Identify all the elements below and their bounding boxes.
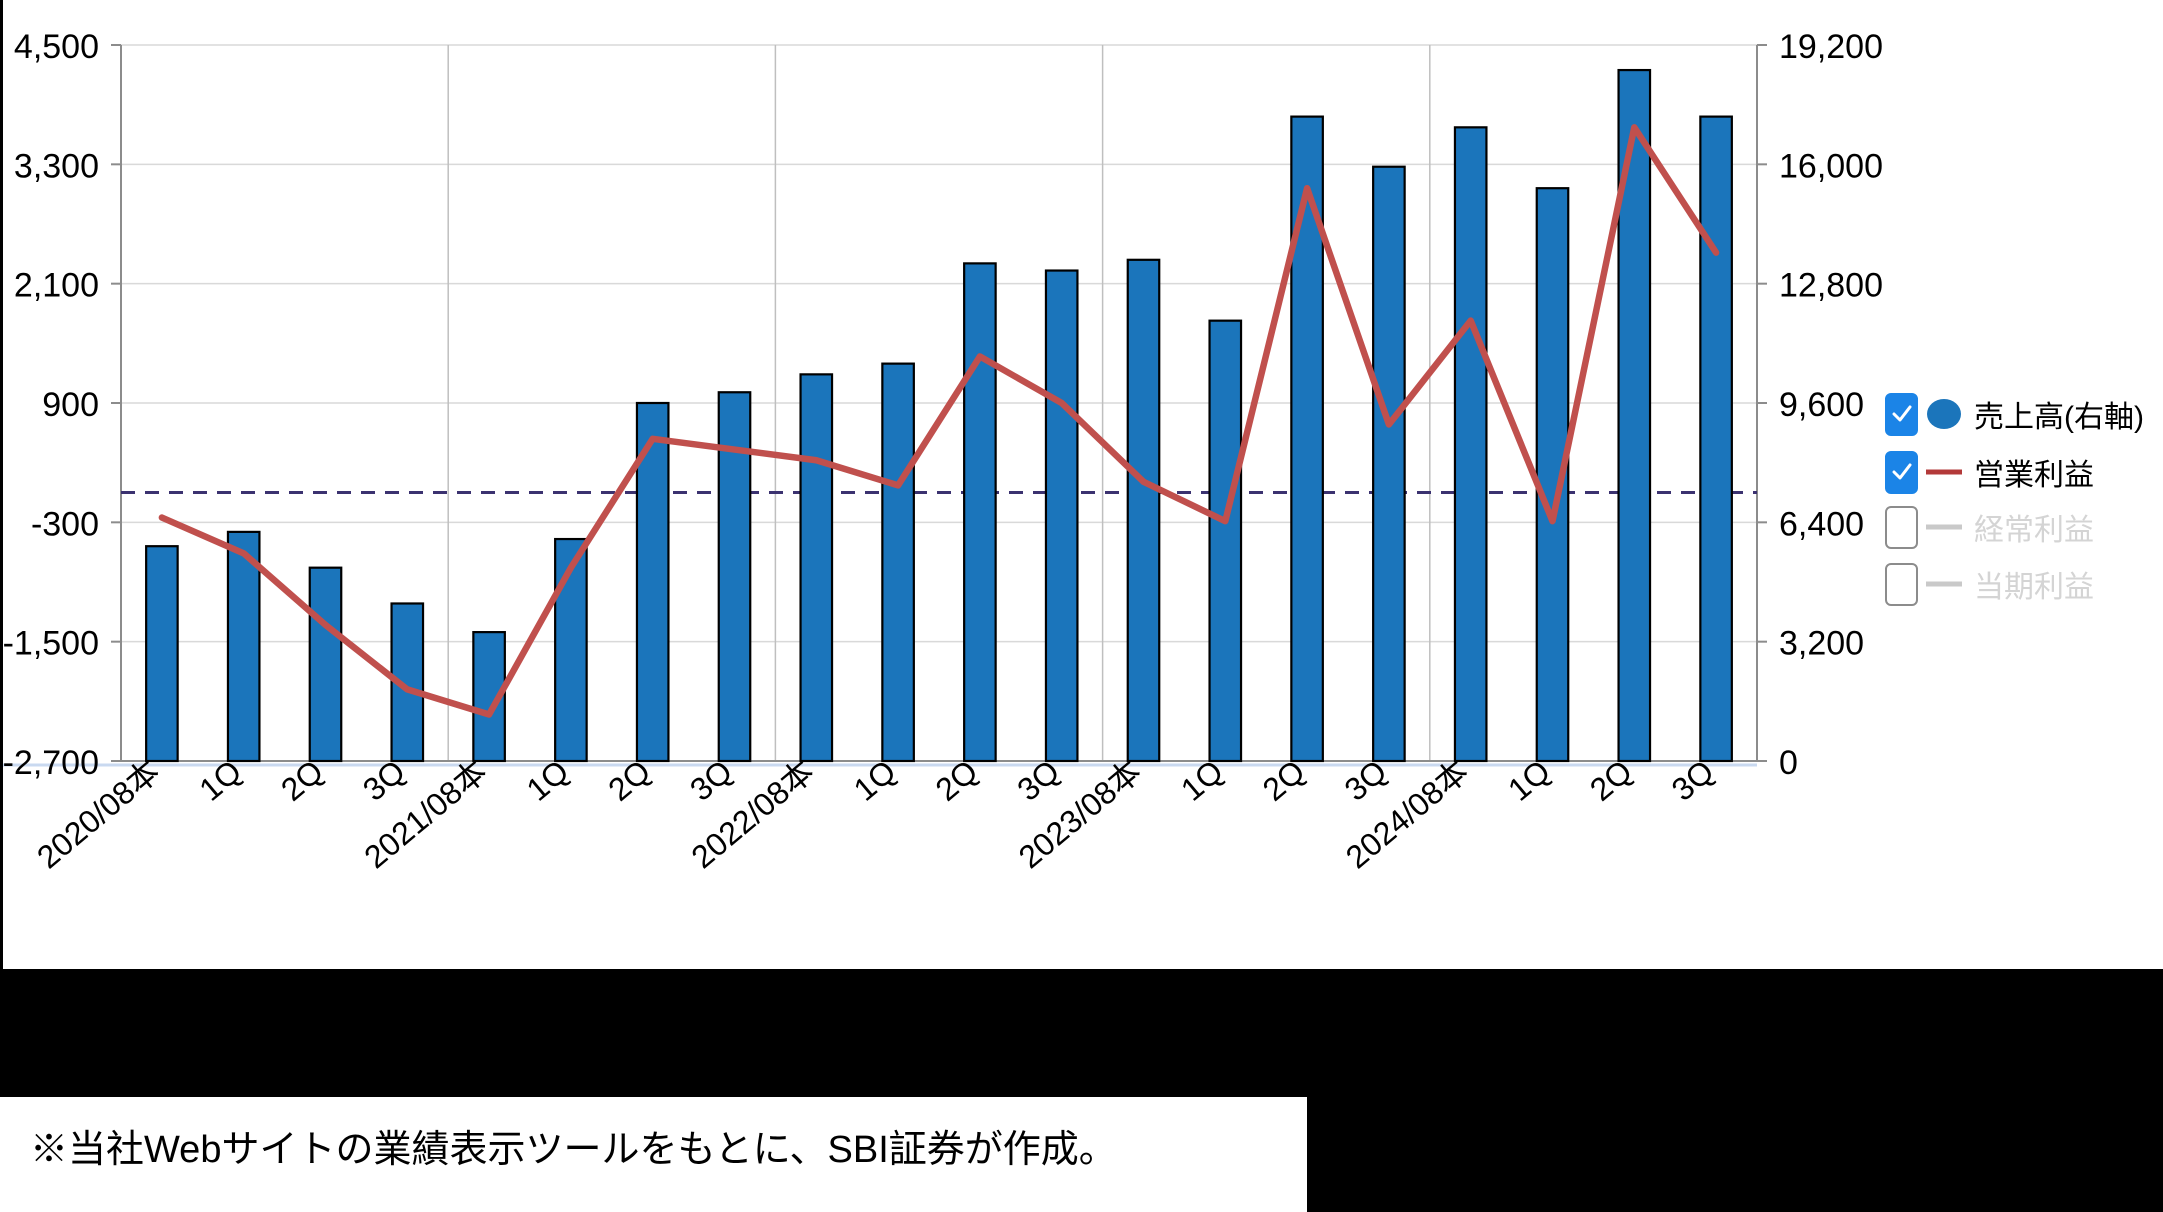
svg-text:-1,500: -1,500 (3, 625, 99, 663)
svg-text:-300: -300 (31, 505, 99, 543)
svg-text:12,800: 12,800 (1779, 267, 1883, 305)
svg-text:900: 900 (42, 386, 99, 424)
svg-text:4,500: 4,500 (14, 28, 99, 66)
svg-text:3,200: 3,200 (1779, 625, 1864, 663)
svg-text:0: 0 (1779, 744, 1798, 782)
svg-text:19,200: 19,200 (1779, 28, 1883, 66)
svg-text:6,400: 6,400 (1779, 505, 1864, 543)
svg-text:-2,700: -2,700 (3, 744, 99, 782)
svg-text:16,000: 16,000 (1779, 147, 1883, 185)
svg-text:2,100: 2,100 (14, 267, 99, 305)
svg-text:3,300: 3,300 (14, 147, 99, 185)
svg-text:9,600: 9,600 (1779, 386, 1864, 424)
